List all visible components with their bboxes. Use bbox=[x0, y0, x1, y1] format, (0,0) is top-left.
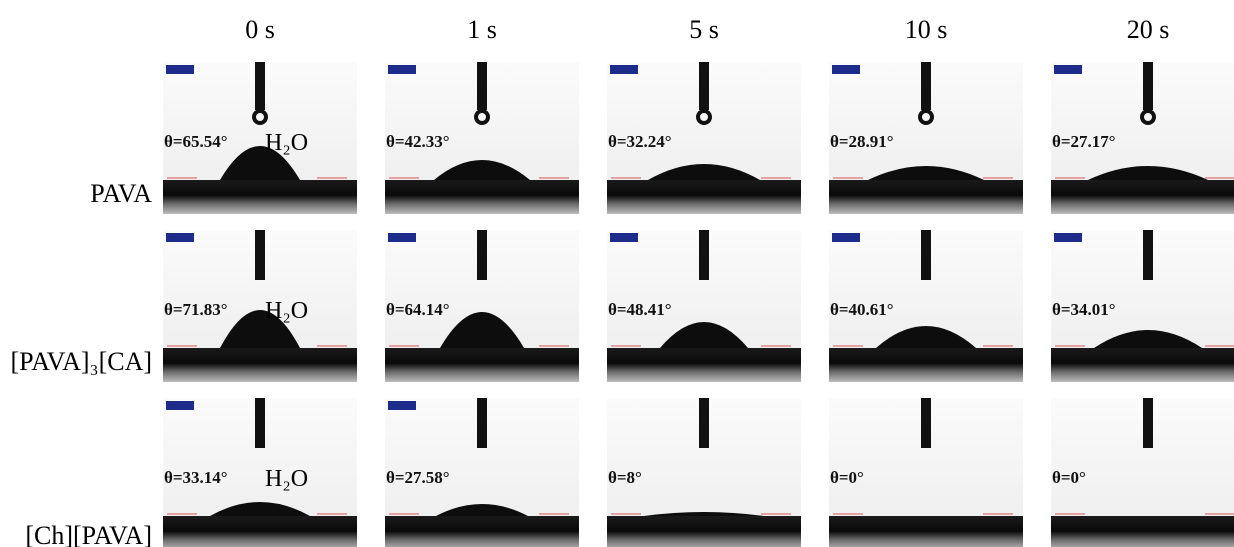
scale-badge bbox=[388, 233, 416, 242]
contact-angle: θ=71.83° bbox=[164, 300, 228, 319]
contact-angle: θ=65.54° bbox=[164, 132, 228, 151]
needle bbox=[1143, 398, 1153, 448]
contact-angle: θ=28.91° bbox=[830, 132, 894, 151]
needle bbox=[477, 230, 487, 280]
contact-angle: θ=32.24° bbox=[608, 132, 672, 151]
needle bbox=[255, 62, 265, 110]
scale-badge bbox=[610, 65, 638, 74]
needle bbox=[921, 398, 931, 448]
substrate bbox=[163, 516, 357, 547]
contact-angle: θ=48.41° bbox=[608, 300, 672, 319]
needle bbox=[1143, 230, 1153, 280]
substrate bbox=[1051, 516, 1234, 547]
column-header: 5 s bbox=[689, 15, 719, 44]
scale-badge bbox=[166, 233, 194, 242]
page: 0 s 1 s 5 s 10 s 20 s PAVA θ=65.54° θ=42.33° θ=3… bbox=[0, 0, 1234, 547]
contact-angle: θ=0° bbox=[830, 468, 864, 487]
needle bbox=[477, 62, 487, 110]
contact-angle: θ=27.17° bbox=[1052, 132, 1116, 151]
scale-badge bbox=[388, 65, 416, 74]
substrate bbox=[163, 348, 357, 382]
needle bbox=[255, 230, 265, 280]
column-header: 10 s bbox=[905, 15, 948, 44]
scale-badge bbox=[610, 233, 638, 242]
substrate bbox=[385, 516, 579, 547]
needle bbox=[699, 62, 709, 110]
column-header: 1 s bbox=[467, 15, 497, 44]
scale-badge bbox=[832, 233, 860, 242]
substrate bbox=[1051, 348, 1234, 382]
substrate bbox=[829, 180, 1023, 214]
scale-badge bbox=[1054, 233, 1082, 242]
needle bbox=[255, 398, 265, 448]
contact-angle: θ=40.61° bbox=[830, 300, 894, 319]
contact-angle: θ=33.14° bbox=[164, 468, 228, 487]
needle bbox=[1143, 62, 1153, 110]
needle bbox=[699, 398, 709, 448]
scale-badge bbox=[832, 65, 860, 74]
row-label: [Ch][PAVA] bbox=[25, 521, 152, 547]
substrate bbox=[163, 180, 357, 214]
substrate bbox=[829, 516, 1023, 547]
contact-angle: θ=0° bbox=[1052, 468, 1086, 487]
row-label: [PAVA]₃[CA] bbox=[10, 347, 152, 376]
column-header: 0 s bbox=[245, 15, 275, 44]
needle bbox=[921, 62, 931, 110]
scale-badge bbox=[388, 401, 416, 410]
substrate bbox=[829, 348, 1023, 382]
contact-angle: θ=64.14° bbox=[386, 300, 450, 319]
row-label: PAVA bbox=[90, 179, 152, 208]
substrate bbox=[385, 348, 579, 382]
scale-badge bbox=[166, 65, 194, 74]
substrate bbox=[1051, 180, 1234, 214]
column-header: 20 s bbox=[1127, 15, 1170, 44]
scale-badge bbox=[166, 401, 194, 410]
substrate bbox=[607, 516, 801, 547]
substrate bbox=[607, 180, 801, 214]
contact-angle: θ=8° bbox=[608, 468, 642, 487]
substrate bbox=[385, 180, 579, 214]
needle bbox=[921, 230, 931, 280]
scale-badge bbox=[1054, 65, 1082, 74]
needle bbox=[699, 230, 709, 280]
contact-angle: θ=42.33° bbox=[386, 132, 450, 151]
liquid-label: H₂O bbox=[265, 466, 308, 492]
contact-angle: θ=27.58° bbox=[386, 468, 450, 487]
contact-angle: θ=34.01° bbox=[1052, 300, 1116, 319]
needle bbox=[477, 398, 487, 448]
substrate bbox=[607, 348, 801, 382]
liquid-label: H₂O bbox=[265, 130, 308, 156]
liquid-label: H₂O bbox=[265, 298, 308, 324]
figure: 0 s 1 s 5 s 10 s 20 s PAVA θ=65.54° θ=42.33° θ=3… bbox=[0, 0, 1234, 547]
